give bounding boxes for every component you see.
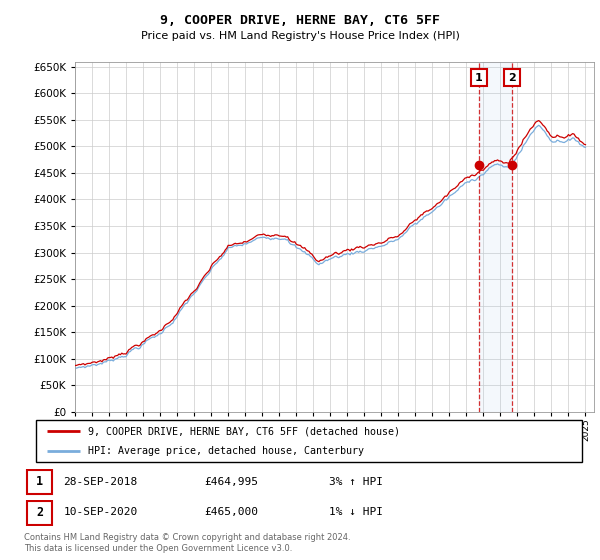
- Bar: [479, 62, 512, 412]
- Text: 9, COOPER DRIVE, HERNE BAY, CT6 5FF (detached house): 9, COOPER DRIVE, HERNE BAY, CT6 5FF (det…: [88, 426, 400, 436]
- FancyBboxPatch shape: [36, 420, 582, 462]
- Text: 2: 2: [508, 72, 516, 82]
- Text: 2: 2: [36, 506, 43, 519]
- FancyBboxPatch shape: [27, 470, 52, 494]
- Text: 1% ↓ HPI: 1% ↓ HPI: [329, 507, 383, 517]
- Text: 28-SEP-2018: 28-SEP-2018: [64, 477, 138, 487]
- FancyBboxPatch shape: [27, 501, 52, 525]
- Text: 1: 1: [36, 475, 43, 488]
- Text: Price paid vs. HM Land Registry's House Price Index (HPI): Price paid vs. HM Land Registry's House …: [140, 31, 460, 41]
- Text: Contains HM Land Registry data © Crown copyright and database right 2024.
This d: Contains HM Land Registry data © Crown c…: [24, 533, 350, 553]
- Text: 10-SEP-2020: 10-SEP-2020: [64, 507, 138, 517]
- Text: £464,995: £464,995: [205, 477, 259, 487]
- Text: 3% ↑ HPI: 3% ↑ HPI: [329, 477, 383, 487]
- Text: HPI: Average price, detached house, Canterbury: HPI: Average price, detached house, Cant…: [88, 446, 364, 456]
- Text: £465,000: £465,000: [205, 507, 259, 517]
- Text: 1: 1: [475, 72, 482, 82]
- Text: 9, COOPER DRIVE, HERNE BAY, CT6 5FF: 9, COOPER DRIVE, HERNE BAY, CT6 5FF: [160, 14, 440, 27]
